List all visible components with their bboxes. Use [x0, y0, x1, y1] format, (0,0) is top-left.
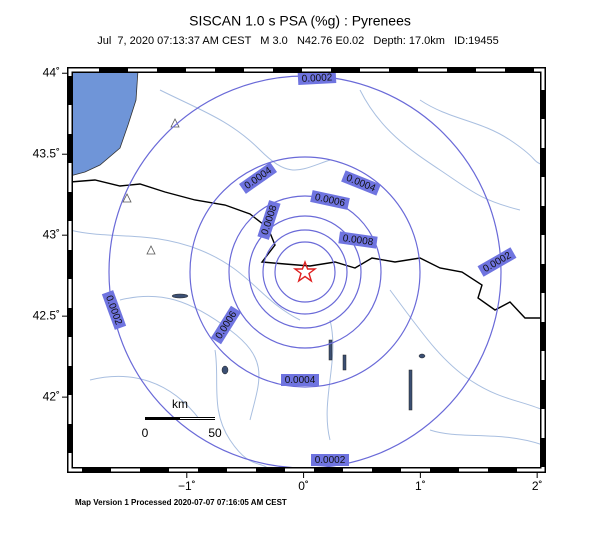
- contour-label-box: [238, 162, 278, 194]
- contour-label-box: [338, 231, 378, 249]
- contour-label-text: 0.0004: [285, 375, 316, 386]
- lon-tick-label: 2˚: [532, 479, 543, 493]
- contour-label-box: [341, 170, 381, 196]
- lat-tick-label: 42˚: [43, 389, 60, 403]
- axis-ticks: −1˚ 0˚ 1˚ 2˚ 44˚ 43.5˚ 43˚ 42.5˚ 42˚: [33, 65, 543, 493]
- lakes: [171, 293, 426, 411]
- lon-tick-label: 0˚: [298, 479, 309, 493]
- contour-label-box: [310, 190, 350, 210]
- contour-label-box: [477, 247, 517, 277]
- contour-label-box: [297, 71, 337, 85]
- map-background: [70, 70, 543, 470]
- lon-tick-label: −1˚: [178, 479, 196, 493]
- rivers: [69, 89, 544, 471]
- contour-label-box: [257, 200, 281, 240]
- lat-tick-label: 43˚: [43, 227, 60, 241]
- contour-label: 0.0004: [281, 374, 319, 386]
- contour-label-box: [311, 454, 349, 466]
- sea: [69, 69, 139, 177]
- scale-unit: km: [172, 397, 188, 411]
- contour-label-box: [210, 305, 242, 345]
- footer: Map Version 1 Processed 2020-07-07 07:16…: [75, 498, 287, 507]
- lat-tick-label: 44˚: [43, 65, 60, 79]
- contour-label: 0.0002: [311, 454, 349, 466]
- frame-ticks: [68, 68, 545, 472]
- contour-label-box: [281, 374, 319, 386]
- title: SISCAN 1.0 s PSA (%g) : Pyrenees: [189, 13, 411, 29]
- subtitle: Jul 7, 2020 07:13:37 AM CEST M 3.0 N42.7…: [97, 35, 499, 47]
- scale-label: 0: [142, 426, 149, 440]
- border: [69, 179, 543, 319]
- contour-label: 0.0002: [297, 71, 337, 85]
- lat-tick-label: 43.5˚: [33, 146, 60, 160]
- scale-bar: km 0 50: [142, 397, 222, 440]
- contour-label-box: [101, 290, 127, 330]
- lat-tick-label: 42.5˚: [33, 308, 60, 322]
- scale-bar-half: [180, 418, 215, 419]
- contour-label-text: 0.0008: [342, 233, 374, 248]
- lon-tick-label: 1˚: [415, 479, 426, 493]
- contour-label-text: 0.0002: [315, 455, 346, 466]
- contour-label: 0.0008: [338, 231, 378, 249]
- contour-label-text: 0.0002: [301, 72, 333, 85]
- scale-label: 50: [208, 426, 222, 440]
- epicenter: [292, 259, 318, 283]
